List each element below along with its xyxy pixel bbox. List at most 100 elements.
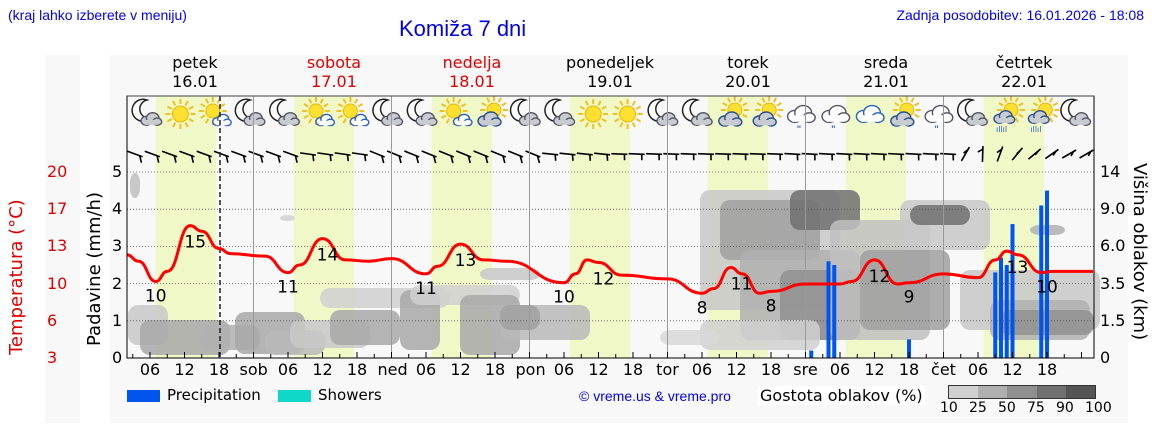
tick-label: 14 (1100, 162, 1121, 181)
day-name: nedelja (442, 53, 502, 72)
tick-label: 6.0 (1100, 236, 1126, 256)
cloud-density-region (500, 305, 540, 330)
day-date: 16.01 (172, 72, 218, 91)
wind-barb-icon (438, 150, 455, 164)
wind-barb-icon (697, 152, 714, 161)
wind-barb-icon (922, 152, 939, 161)
tick-label: 3 (47, 348, 58, 367)
density-scale-label: 75 (1027, 400, 1045, 416)
tick-label: 4 (112, 199, 123, 219)
moon-cloud-icon (681, 98, 713, 127)
wind-barb-icon (455, 150, 472, 164)
temperature-label: 15 (184, 233, 206, 253)
sun-showers-icon: ıllıl (993, 96, 1025, 134)
precipitation-bar (907, 339, 911, 358)
sun-cloud-grey-icon (718, 96, 749, 127)
day-date: 22.01 (1001, 72, 1047, 91)
x-tick-label: 12 (450, 360, 471, 379)
cloud-density-region (280, 215, 295, 221)
sun-cloud-icon (302, 97, 336, 127)
precipitation-bar (993, 272, 998, 358)
wind-barb-icon (940, 152, 957, 161)
day-name: četrtek (995, 53, 1053, 72)
x-tick-label: 18 (208, 360, 230, 379)
wind-barb-icon (542, 152, 559, 161)
sun-cloud-icon (439, 97, 473, 127)
wind-barb-icon (818, 152, 836, 161)
wind-barbs-row (127, 145, 1094, 164)
wind-barb-icon (1011, 147, 1024, 161)
wind-barb-icon (996, 146, 1004, 162)
wind-barb-icon (1079, 149, 1094, 159)
cloud-density-label: Gostota oblakov (%) (758, 386, 925, 405)
grid-lines (127, 96, 1094, 358)
cloud-height-axis-title: Višina oblakov (km) (1129, 163, 1150, 341)
precipitation-bar (999, 257, 1003, 358)
day-name: torek (727, 53, 769, 72)
legend-precipitation-swatch (127, 390, 160, 402)
cloud-density-region (130, 173, 140, 198)
wind-barb-icon (213, 150, 230, 163)
moon-cloud-icon (131, 98, 163, 127)
rain-cloud-icon: " (924, 104, 954, 135)
location-menu-hint[interactable]: (kraj lahko izberete v meniju) (8, 7, 187, 23)
wind-barb-icon (905, 152, 922, 161)
day-date: 21.01 (863, 72, 909, 91)
x-tick-label: 06 (967, 360, 989, 379)
svg-text:": " (831, 125, 836, 135)
x-tick-label: 12 (1002, 360, 1023, 379)
x-tick-label: 12 (312, 360, 333, 379)
svg-text:ıllıl: ıllıl (1030, 125, 1041, 134)
copyright-link[interactable]: © vreme.us & vreme.pro (579, 388, 731, 404)
legend-precipitation-label: Precipitation (167, 386, 261, 404)
wind-barb-icon (1044, 148, 1059, 160)
cloud-icon (855, 104, 885, 124)
day-header-3: ponedeljek 19.01 (545, 53, 675, 91)
wind-barb-icon (299, 152, 317, 162)
cloud-density-scale-bar (948, 385, 1096, 399)
tick-label: 3 (112, 236, 123, 256)
precipitation-axis-title: Padavine (mm/h) (84, 192, 105, 346)
sun-cloud-grey-icon (890, 96, 921, 127)
tick-label: 1 (112, 310, 123, 330)
wind-barb-icon (282, 150, 299, 163)
precipitation-bar (809, 350, 814, 358)
density-scale-label: 100 (1085, 400, 1112, 416)
precipitation-bar (826, 261, 831, 358)
day-date: 19.01 (587, 72, 633, 91)
x-tick-label: ned (377, 360, 408, 379)
day-header-6: četrtek 22.01 (959, 53, 1089, 91)
svg-text:": " (934, 125, 939, 135)
day-name: ponedeljek (566, 53, 654, 72)
temperature-axis-panel (45, 55, 80, 423)
temperature-label: 12 (593, 269, 615, 289)
wind-barb-icon (767, 152, 784, 161)
x-tick-label: 12 (726, 360, 747, 379)
precipitation-bar (1039, 205, 1044, 358)
x-tick-label: čet (931, 360, 956, 379)
wind-barb-icon (1027, 148, 1042, 160)
wind-barb-icon (334, 152, 351, 162)
wind-barb-icon (663, 152, 680, 161)
temperature-label: 8 (766, 296, 777, 316)
wind-barb-icon (386, 150, 403, 164)
moon-cloud-icon (406, 98, 438, 127)
density-scale-label: 90 (1056, 400, 1074, 416)
tick-label: 9.0 (1100, 199, 1126, 219)
x-tick-label: 18 (622, 360, 644, 379)
wind-barb-icon (784, 152, 801, 161)
cloud-density-region (700, 320, 820, 350)
moon-cloud-icon (1060, 98, 1092, 127)
wind-barb-icon (960, 146, 971, 162)
wind-barb-icon (801, 152, 818, 161)
precipitation-bar (832, 265, 837, 358)
day-date: 20.01 (725, 72, 771, 91)
moon-cloud-icon (268, 98, 300, 127)
wind-barb-icon (317, 152, 334, 162)
page-title: Komiža 7 dni (399, 16, 527, 41)
day-name: petek (172, 53, 218, 72)
x-tick-label: 18 (346, 360, 368, 379)
x-tick-label: tor (656, 360, 679, 379)
wind-barb-icon (127, 150, 143, 163)
sun-icon (612, 99, 643, 129)
